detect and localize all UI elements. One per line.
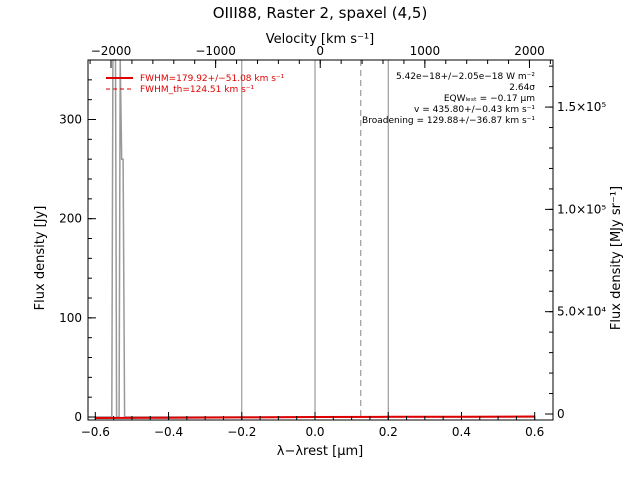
annotation-velocity: v = 435.80+/−0.43 km s⁻¹ [414,105,535,115]
y-tick-label-1: 100 [59,311,82,325]
ticks-layer: −0.6 −0.4 −0.2 0.0 0.2 0.4 0.6 0 100 200 300 −2000 −… [59,44,606,439]
right-tick-label-0: 0 [557,407,565,421]
top-tick-label-2: 0 [316,44,324,58]
x-tick-label-0: −0.6 [81,425,110,439]
bottom-axis-label: λ−λrest [μm] [277,444,363,459]
y-tick-label-2: 200 [59,212,82,226]
annotation-broadening: Broadening = 129.88+/−36.87 km s⁻¹ [362,116,535,126]
top-tick-label-4: 2000 [514,44,545,58]
annotation-flux: 5.42e−18+/−2.05e−18 W m⁻² [396,72,535,82]
right-tick-label-1: 5.0×10⁴ [557,305,606,319]
x-tick-label-6: 0.6 [525,425,544,439]
right-tick-label-3: 1.5×10⁵ [557,100,606,114]
legend-label-fwhm-th: FWHM_th=124.51 km s⁻¹ [140,85,255,95]
x-tick-label-5: 0.4 [452,425,471,439]
y-tick-label-0: 0 [74,410,82,424]
x-tick-label-3: 0.0 [305,425,324,439]
right-axis-label: Flux density [MJy sr⁻¹] [609,186,624,330]
x-tick-label-4: 0.2 [379,425,398,439]
left-axis-label: Flux density [Jy] [33,206,48,311]
x-tick-label-2: −0.2 [227,425,256,439]
top-axis-label: Velocity [km s⁻¹] [266,32,374,47]
fit-annotations: 5.42e−18+/−2.05e−18 W m⁻² 2.64σ EQWₗₑₛₜ … [362,72,535,126]
top-tick-label-1: −1000 [195,44,236,58]
legend: FWHM=179.92+/−51.08 km s⁻¹ FWHM_th=124.5… [106,74,285,95]
top-tick-label-0: −2000 [91,44,132,58]
top-tick-label-3: 1000 [410,44,441,58]
annotation-significance: 2.64σ [509,83,535,93]
y-tick-label-3: 300 [59,113,82,127]
right-tick-label-2: 1.0×10⁵ [557,202,606,216]
annotation-eqw: EQWₗₑₛₜ = −0.17 μm [444,94,535,104]
x-tick-label-1: −0.4 [154,425,183,439]
legend-label-fwhm: FWHM=179.92+/−51.08 km s⁻¹ [140,74,285,84]
chart-title: OIII88, Raster 2, spaxel (4,5) [213,4,428,22]
reference-lines [241,60,389,420]
